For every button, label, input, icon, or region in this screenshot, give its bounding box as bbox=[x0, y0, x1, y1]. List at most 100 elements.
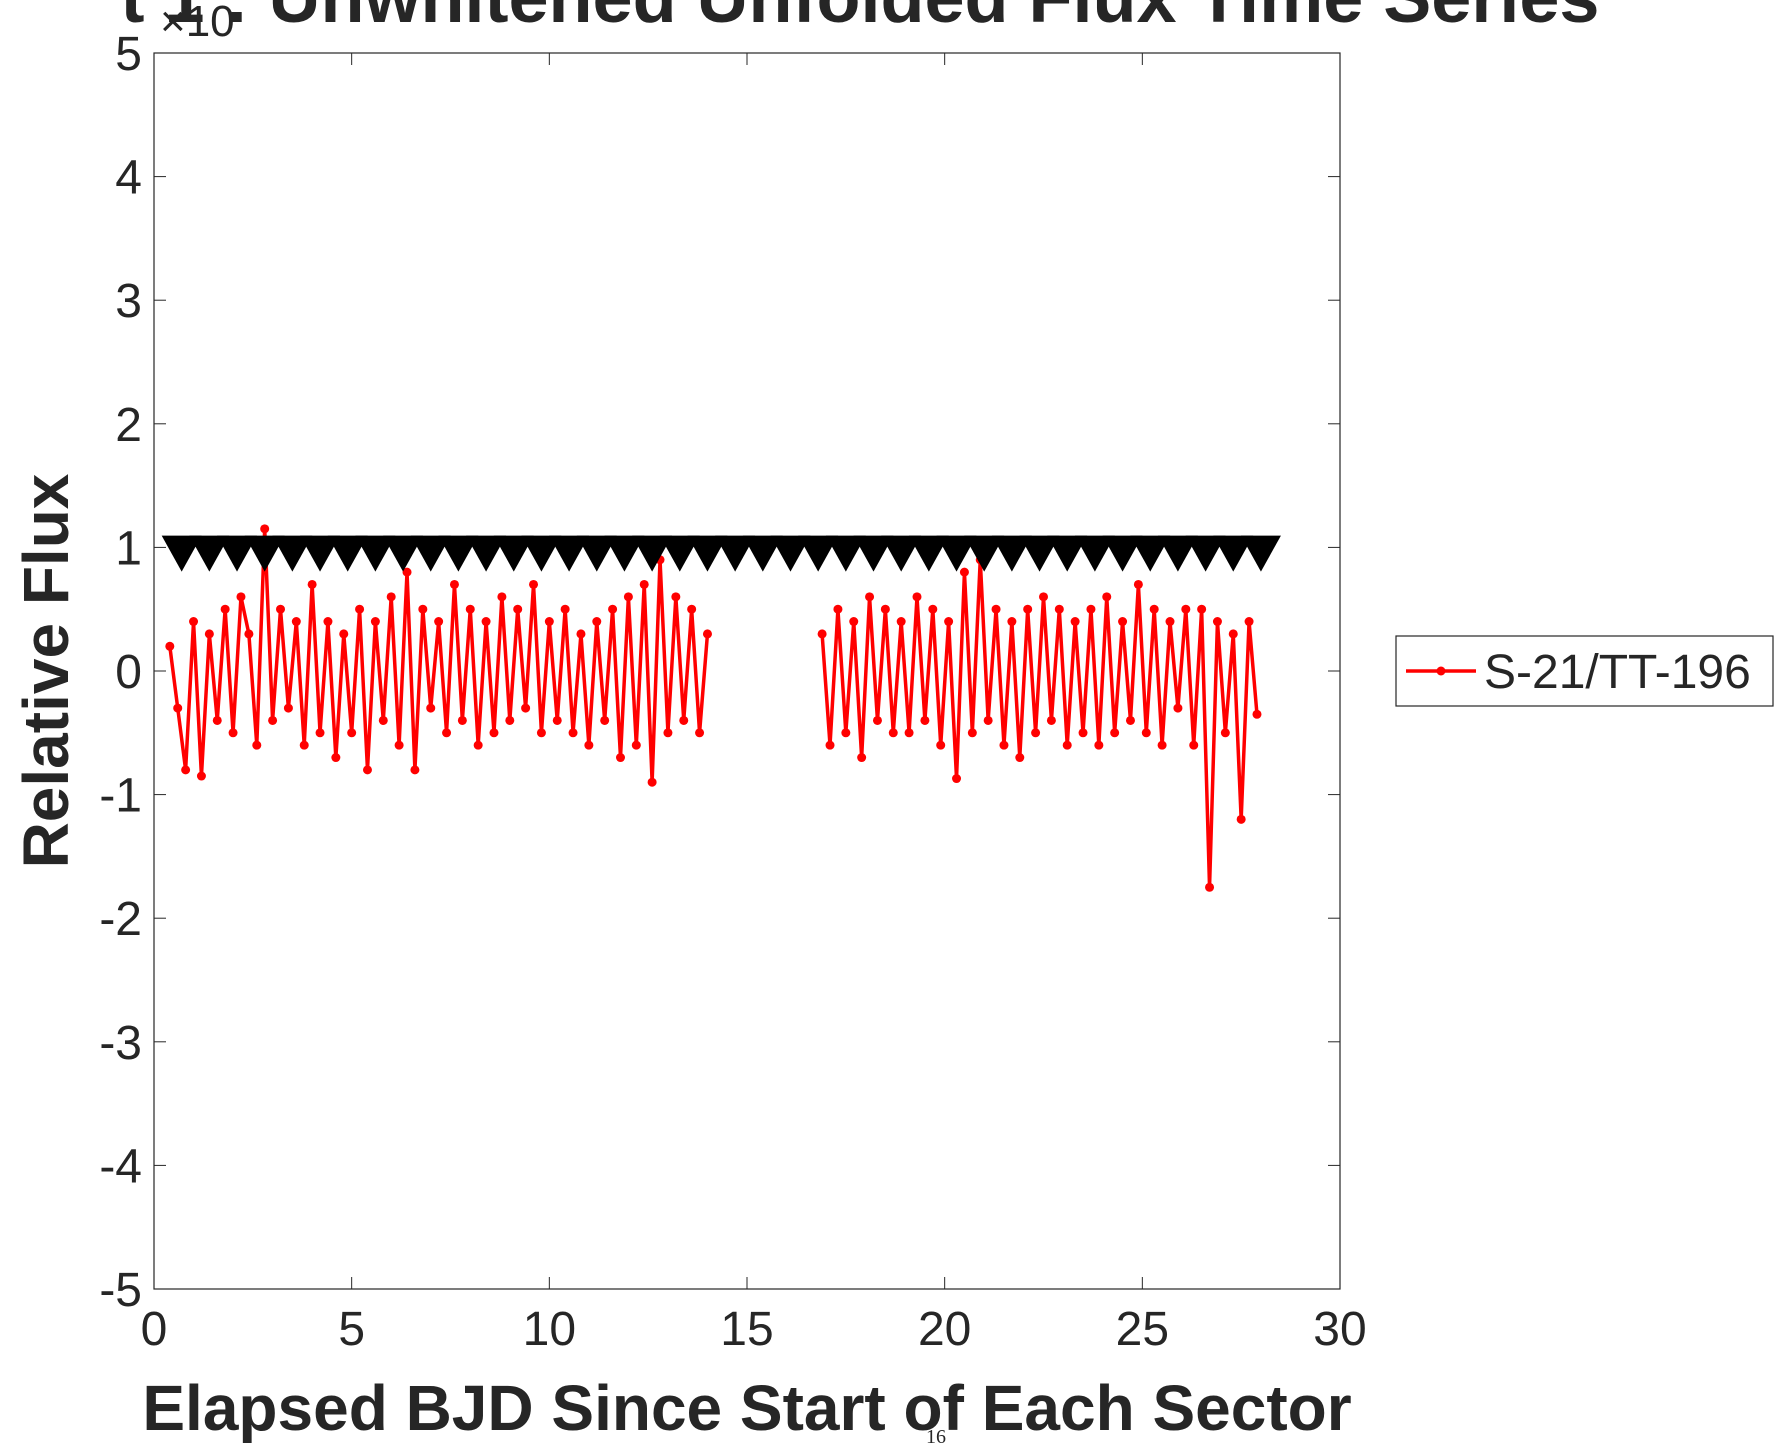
data-point bbox=[1141, 728, 1151, 738]
event-marker bbox=[217, 535, 258, 572]
event-marker bbox=[1130, 535, 1171, 572]
y-tick-label: 1 bbox=[115, 522, 142, 575]
data-point bbox=[1244, 617, 1254, 627]
data-point bbox=[236, 592, 246, 602]
data-point bbox=[220, 604, 230, 614]
event-marker bbox=[1213, 535, 1254, 572]
data-point bbox=[1236, 814, 1246, 824]
event-marker bbox=[1074, 535, 1115, 572]
data-point bbox=[631, 740, 641, 750]
y-exponent: ×10 bbox=[160, 0, 235, 46]
data-point bbox=[489, 728, 499, 738]
event-marker bbox=[715, 535, 756, 572]
event-marker bbox=[1240, 535, 1281, 572]
data-point bbox=[1015, 753, 1025, 763]
data-point bbox=[173, 703, 183, 713]
x-tick-label: 5 bbox=[338, 1303, 365, 1356]
event-marker bbox=[272, 535, 313, 572]
data-point bbox=[857, 753, 867, 763]
data-point bbox=[434, 617, 444, 627]
event-marker bbox=[576, 535, 617, 572]
y-tick-label: -1 bbox=[99, 770, 142, 823]
event-marker bbox=[604, 535, 645, 572]
x-tick-label: 15 bbox=[720, 1303, 773, 1356]
legend-label: S-21/TT-196 bbox=[1484, 646, 1751, 699]
data-point bbox=[849, 617, 859, 627]
data-point bbox=[276, 604, 286, 614]
data-point bbox=[920, 715, 930, 725]
data-point bbox=[189, 617, 199, 627]
data-point bbox=[912, 592, 922, 602]
data-point bbox=[695, 728, 705, 738]
data-point bbox=[355, 604, 365, 614]
data-point bbox=[952, 774, 962, 784]
x-axis-label: Elapsed BJD Since Start of Each Sector bbox=[142, 1372, 1351, 1443]
data-point bbox=[378, 715, 388, 725]
data-point bbox=[442, 728, 452, 738]
data-point bbox=[1078, 728, 1088, 738]
event-marker bbox=[991, 535, 1032, 572]
x-tick-label: 20 bbox=[918, 1303, 971, 1356]
data-point bbox=[410, 765, 420, 775]
event-marker bbox=[438, 535, 479, 572]
data-point bbox=[663, 728, 673, 738]
data-point bbox=[244, 629, 254, 639]
data-point bbox=[841, 728, 851, 738]
data-point bbox=[299, 740, 309, 750]
data-point bbox=[1165, 617, 1175, 627]
x-tick-label: 0 bbox=[141, 1303, 168, 1356]
y-tick-label: 2 bbox=[115, 399, 142, 452]
data-point bbox=[370, 617, 380, 627]
data-point bbox=[647, 777, 657, 787]
data-point bbox=[1118, 617, 1128, 627]
data-point bbox=[1189, 740, 1199, 750]
data-point bbox=[888, 728, 898, 738]
event-marker bbox=[1102, 535, 1143, 572]
data-point bbox=[991, 604, 1001, 614]
data-point bbox=[1062, 740, 1072, 750]
data-point bbox=[1046, 715, 1056, 725]
data-point bbox=[536, 728, 546, 738]
event-marker bbox=[770, 535, 811, 572]
event-marker bbox=[355, 535, 396, 572]
event-marker bbox=[632, 535, 673, 572]
data-point bbox=[592, 617, 602, 627]
data-point bbox=[639, 579, 649, 589]
data-point bbox=[212, 715, 222, 725]
page-number: 16 bbox=[926, 1426, 946, 1443]
event-marker bbox=[383, 535, 424, 572]
data-point bbox=[1031, 728, 1041, 738]
event-marker bbox=[1019, 535, 1060, 572]
data-point bbox=[165, 641, 175, 651]
data-point bbox=[560, 604, 570, 614]
data-point bbox=[1133, 579, 1143, 589]
data-point bbox=[1157, 740, 1167, 750]
data-point bbox=[702, 629, 712, 639]
data-point bbox=[339, 629, 349, 639]
event-marker bbox=[493, 535, 534, 572]
data-point bbox=[967, 728, 977, 738]
event-marker bbox=[881, 535, 922, 572]
y-tick-label: -5 bbox=[99, 1264, 142, 1317]
data-point bbox=[1110, 728, 1120, 738]
data-point bbox=[568, 728, 578, 738]
data-point bbox=[1039, 592, 1048, 602]
data-point bbox=[1228, 629, 1238, 639]
data-point bbox=[291, 617, 301, 627]
data-point bbox=[497, 592, 507, 602]
event-marker bbox=[936, 535, 977, 572]
data-point bbox=[1023, 604, 1033, 614]
data-point bbox=[228, 728, 238, 738]
data-point bbox=[394, 740, 404, 750]
data-point bbox=[449, 579, 459, 589]
data-point bbox=[817, 629, 827, 639]
data-point bbox=[687, 604, 697, 614]
data-point bbox=[307, 579, 317, 589]
data-point bbox=[1054, 604, 1064, 614]
data-point bbox=[959, 567, 969, 577]
chart-title: t 1 : Unwhitened Unfolded Flux Time Seri… bbox=[121, 0, 1600, 38]
data-point bbox=[544, 617, 554, 627]
data-point bbox=[386, 592, 396, 602]
data-point bbox=[872, 715, 882, 725]
